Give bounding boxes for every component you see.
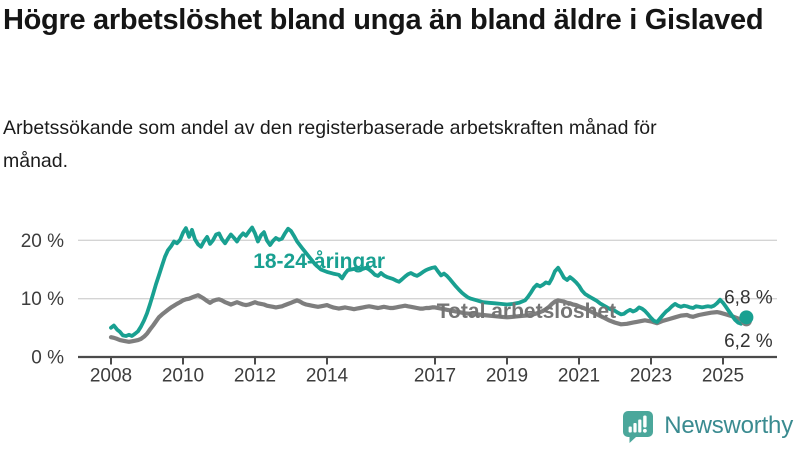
page-subtitle: Arbetssökande som andel av den registerb… <box>3 117 657 173</box>
end-value-label-total-arbetsl-shet: 6,2 % <box>724 331 773 352</box>
end-value-label-18-24-ringar: 6,8 % <box>724 287 773 308</box>
x-axis-label: 2021 <box>558 366 600 387</box>
x-axis-label: 2014 <box>306 366 349 387</box>
y-axis-label: 0 % <box>31 348 64 369</box>
series-line-total-arbetsl-shet <box>108 293 749 344</box>
x-axis-label: 2019 <box>486 366 528 387</box>
newsworthy-logo-text: Newsworthy <box>664 412 793 439</box>
x-axis-label: 2017 <box>414 366 456 387</box>
series-label-18-24-ringar: 18-24-åringar <box>253 250 385 273</box>
x-axis-label: 2010 <box>162 366 204 387</box>
series-line-18-24-ringar <box>109 225 749 338</box>
end-dot-18-24-ringar <box>739 310 754 325</box>
x-axis-label: 2025 <box>702 366 744 387</box>
x-axis-label: 2008 <box>90 366 132 387</box>
newsworthy-bubble-chart-icon <box>623 411 654 443</box>
newsworthy-logo[interactable]: Newsworthy <box>620 408 793 444</box>
x-axis-label: 2012 <box>234 366 276 387</box>
series-label-total-arbetsl-shet: Total arbetslöshet <box>437 300 616 323</box>
y-axis-label: 20 % <box>21 231 64 252</box>
page-title: Högre arbetslöshet bland unga än bland ä… <box>3 4 764 36</box>
y-axis-label: 10 % <box>21 289 64 310</box>
x-axis-label: 2023 <box>630 366 672 387</box>
